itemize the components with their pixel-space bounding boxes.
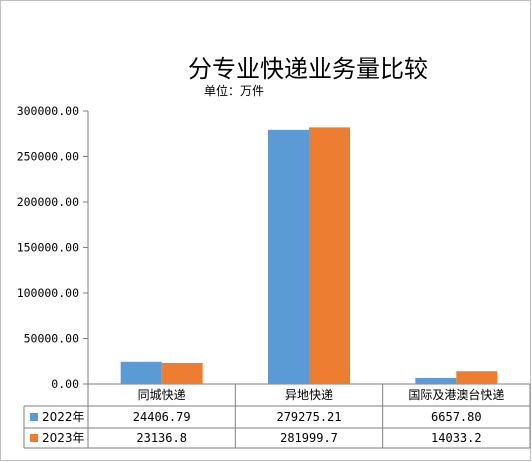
chart-title: 分专业快递业务量比较 xyxy=(188,55,428,83)
bar-layer xyxy=(120,127,498,384)
legend-label: 2023年 xyxy=(42,431,85,445)
data-label: 24406.79 xyxy=(133,410,191,424)
y-tick-label: 150000.00 xyxy=(17,241,79,255)
data-label: 23136.8 xyxy=(136,431,187,445)
data-label: 6657.80 xyxy=(431,410,482,424)
data-label: 14033.2 xyxy=(431,431,482,445)
bar-series2-2 xyxy=(456,371,498,384)
bar-series2-0 xyxy=(161,362,203,384)
category-label: 国际及港澳台快递 xyxy=(408,387,504,402)
y-tick-label: 50000.00 xyxy=(24,332,79,346)
y-tick-label: 200000.00 xyxy=(17,195,79,209)
bar-series1-2 xyxy=(415,377,457,384)
y-tick-label: 0.00 xyxy=(51,377,79,391)
legend-key-2 xyxy=(30,434,38,442)
legend-key-1 xyxy=(30,413,38,421)
category-label: 同城快递 xyxy=(138,388,186,402)
data-label: 279275.21 xyxy=(276,410,341,424)
y-tick-label: 100000.00 xyxy=(17,286,79,300)
bar-series1-0 xyxy=(120,361,162,384)
data-table: 同城快递 异地快递 国际及港澳台快递 2022年 24406.79 279275.21 66… xyxy=(23,384,531,449)
category-label: 异地快递 xyxy=(285,388,333,402)
y-tick-label: 300000.00 xyxy=(17,104,79,118)
y-tick-label: 250000.00 xyxy=(17,150,79,164)
legend-label: 2022年 xyxy=(42,410,85,424)
data-label: 281999.7 xyxy=(280,431,338,445)
bar-series2-1 xyxy=(309,127,350,384)
bar-series1-1 xyxy=(268,129,309,384)
chart-subtitle: 单位：万件 xyxy=(204,83,264,98)
